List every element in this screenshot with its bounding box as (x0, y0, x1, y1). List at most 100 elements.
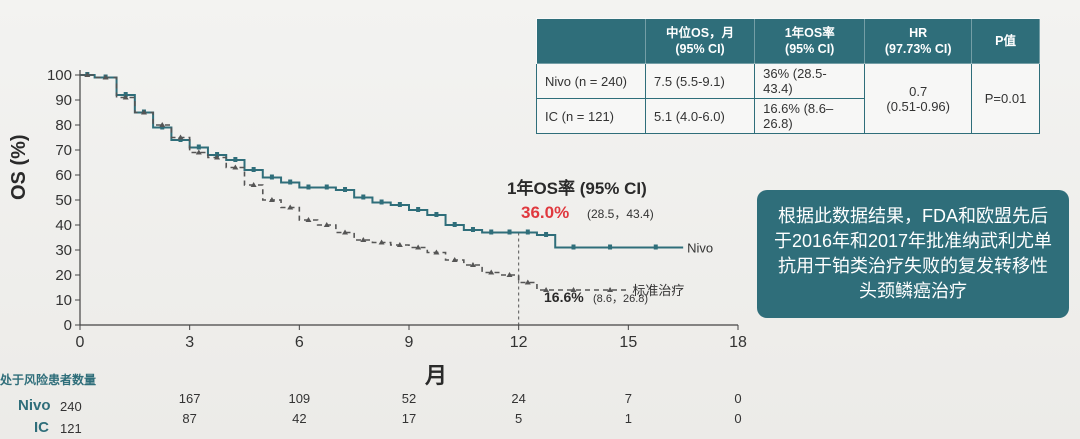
censor-mark (379, 199, 384, 205)
censor-mark (102, 74, 109, 80)
y-tick-label: 90 (55, 92, 72, 109)
risk-value: 1 (624, 411, 632, 426)
censor-mark (288, 179, 293, 185)
row-nivo-rate: 36% (28.5-43.4) (754, 63, 866, 99)
censor-mark (433, 249, 440, 255)
censor-mark (571, 244, 576, 250)
series-label: Nivo (687, 241, 713, 256)
nivo-ci-annotation: (28.5，43.4) (587, 207, 654, 221)
censor-mark (653, 244, 658, 250)
x-tick-label: 18 (729, 334, 747, 351)
risk-value: 0 (734, 411, 742, 426)
y-tick-label: 0 (64, 317, 72, 334)
header-hr: HR (97.73% CI) (864, 18, 973, 64)
y-tick-label: 30 (55, 242, 72, 259)
censor-mark (525, 229, 530, 235)
censor-mark (140, 109, 147, 115)
censor-mark (469, 262, 476, 267)
censor-mark (251, 167, 256, 172)
nivo-rate-annotation: 36.0% (521, 203, 569, 222)
censor-mark (607, 287, 614, 292)
y-tick-label: 70 (55, 142, 72, 159)
censor-mark (361, 194, 366, 200)
censor-mark (324, 184, 329, 190)
y-tick-label: 60 (55, 167, 72, 184)
header-p: P值 (971, 18, 1040, 64)
hr-value: 0.7 (0.51-0.96) (864, 63, 973, 134)
row-ic-median: 5.1 (4.0-6.0) (645, 98, 756, 134)
risk-value: 5 (515, 411, 523, 426)
y-tick-label: 10 (55, 292, 72, 309)
censor-mark (269, 174, 274, 180)
censor-mark (434, 212, 439, 217)
risk-value: 52 (401, 391, 417, 406)
risk-table-title: 处于风险患者数量 (0, 373, 97, 387)
censor-mark (287, 204, 294, 210)
censor-mark (470, 227, 475, 232)
row-ic-rate: 16.6% (8.6–26.8) (754, 98, 866, 134)
censor-mark (195, 149, 202, 155)
os-rate-title: 1年OS率 (95% CI) (507, 178, 647, 198)
stats-table: 中位OS，月 (95% CI) 1年OS率 (95% CI) HR (97.73… (535, 18, 1040, 134)
censor-mark (233, 157, 238, 162)
censor-mark (214, 154, 221, 160)
censor-mark (489, 229, 494, 235)
risk-value: 42 (292, 411, 307, 426)
risk-n-ic: 121 (60, 421, 82, 436)
censor-mark (305, 217, 312, 222)
risk-value: 17 (401, 411, 417, 426)
censor-mark (196, 144, 201, 150)
stats-row-nivo: Nivo (n = 240) 7.5 (5.5-9.1) 36% (28.5-4… (535, 63, 1040, 134)
x-tick-label: 12 (510, 334, 528, 351)
header-empty (535, 18, 647, 64)
series-line-nivo (80, 74, 684, 249)
censor-mark (452, 222, 457, 227)
censor-mark (507, 229, 512, 235)
fda-note-box: 根据此数据结果，FDA和欧盟先后于2016年和2017年批准纳武利尤单抗用于铂类… (757, 190, 1069, 318)
header-p-text: P值 (995, 34, 1016, 48)
p-value: P=0.01 (971, 63, 1040, 134)
y-tick-label: 80 (55, 117, 72, 134)
censor-mark (608, 244, 613, 250)
risk-n-nivo: 240 (60, 399, 82, 414)
x-tick-label: 6 (295, 334, 304, 351)
censor-mark (360, 237, 367, 242)
x-tick-label: 3 (185, 334, 194, 351)
censor-mark (306, 184, 311, 190)
ic-ci-annotation: (8.6，26.8) (593, 293, 648, 305)
hr-value-text: 0.7 (0.51-0.96) (886, 83, 950, 114)
risk-value: 109 (288, 391, 311, 406)
x-tick-label: 9 (405, 334, 414, 351)
censor-mark (396, 242, 403, 247)
censor-mark (342, 229, 349, 235)
risk-value: 167 (178, 391, 201, 406)
censor-mark (323, 222, 330, 227)
y-tick-label: 20 (55, 267, 72, 284)
y-tick-label: 100 (47, 67, 72, 84)
row-nivo-group: Nivo (n = 240) (535, 63, 647, 99)
censor-mark (415, 244, 422, 250)
ic-rate-annotation: 16.6% (544, 289, 584, 305)
y-tick-label: 50 (55, 192, 72, 209)
censor-mark (416, 207, 421, 212)
stats-header-row: 中位OS，月 (95% CI) 1年OS率 (95% CI) HR (97.73… (535, 18, 1040, 64)
x-tick-label: 15 (619, 334, 637, 351)
censor-mark (232, 164, 239, 170)
censor-mark (159, 122, 166, 127)
censor-mark (378, 239, 385, 245)
fda-note-text: 根据此数据结果，FDA和欧盟先后于2016年和2017年批准纳武利尤单抗用于铂类… (773, 206, 1053, 301)
censor-mark (506, 272, 513, 277)
risk-value: 24 (511, 391, 526, 406)
stats-row-ic: IC (n = 121) 5.1 (4.0-6.0) 16.6% (8.6–26… (535, 98, 1040, 134)
header-hr-text: HR (97.73% CI) (884, 26, 952, 56)
header-median-os-text: 中位OS，月 (95% CI) (666, 26, 735, 56)
censor-mark (343, 187, 348, 192)
row-ic-group: IC (n = 121) (535, 98, 647, 134)
censor-mark (570, 287, 577, 292)
censor-mark (543, 287, 550, 292)
series-label: 标准治疗 (632, 283, 684, 298)
risk-value: 87 (182, 411, 197, 426)
risk-value: 0 (734, 391, 742, 406)
censor-mark (268, 197, 275, 202)
